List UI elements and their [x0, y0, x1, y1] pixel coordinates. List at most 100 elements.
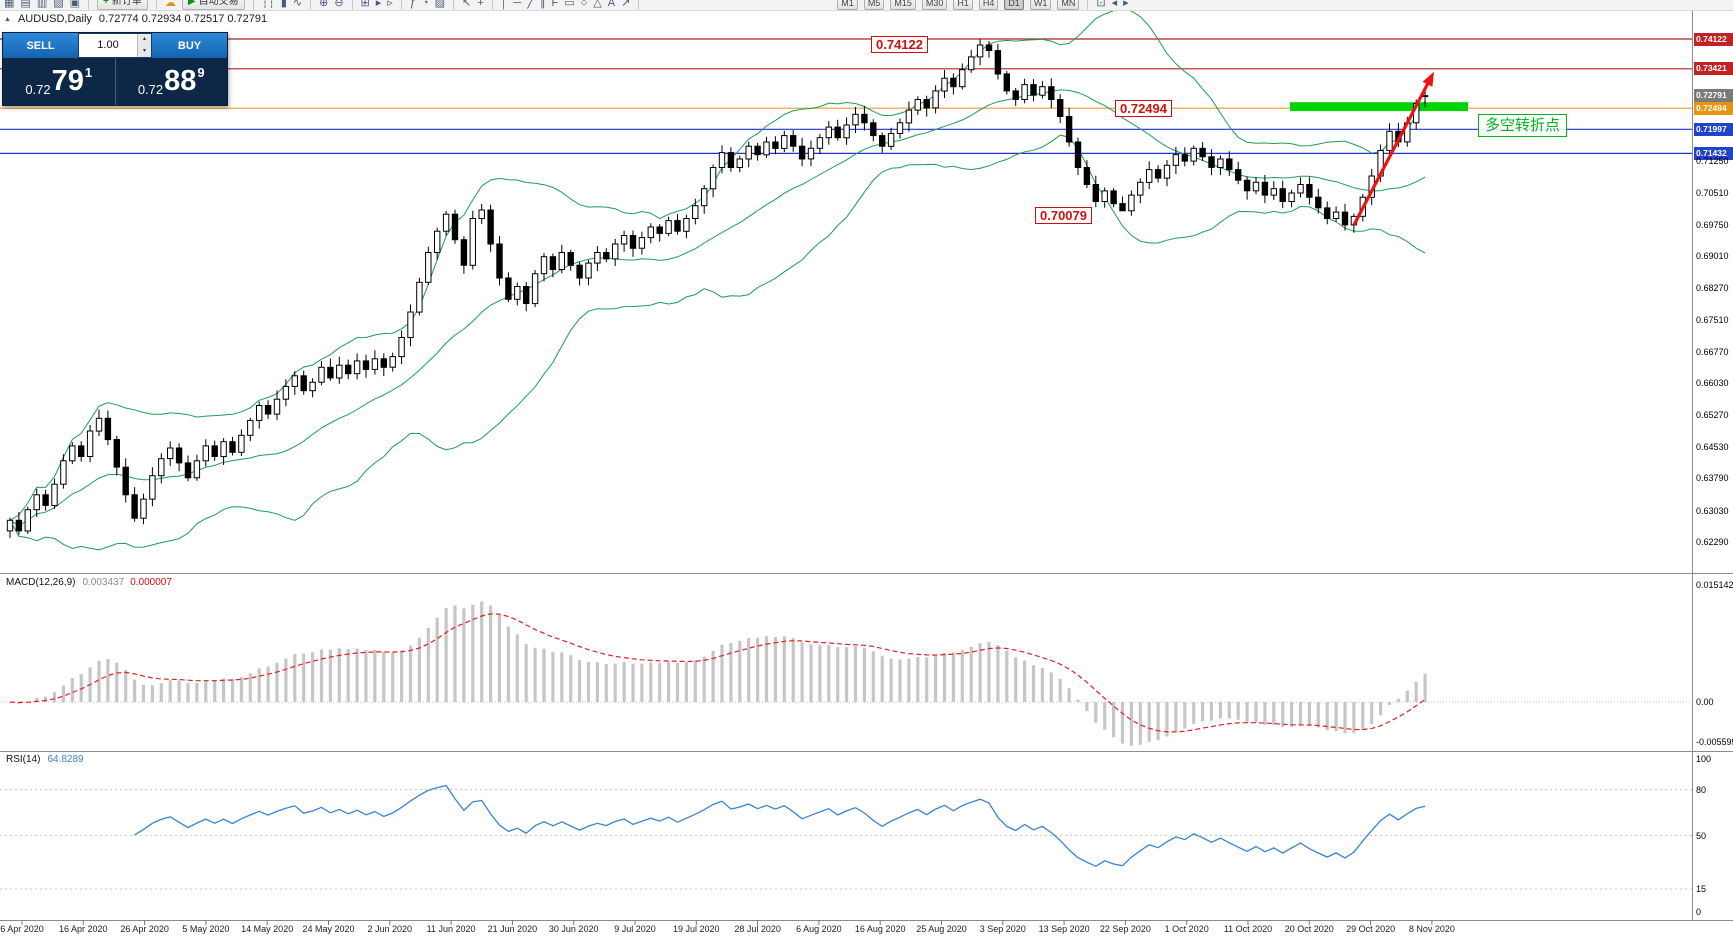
timeframe-m15-button[interactable]: M15: [890, 0, 916, 10]
timeframe-h1-button[interactable]: H1: [953, 0, 973, 10]
price-tag-0.72791: 0.72791: [1694, 89, 1733, 103]
price-axis-label: 0.70510: [1696, 187, 1729, 198]
price-axis-label: 0.65270: [1696, 410, 1729, 421]
market-watch-icon[interactable]: ▥: [36, 0, 48, 9]
spinner-up-icon[interactable]: ▴: [142, 36, 146, 42]
time-axis-label: 16 Apr 2020: [59, 924, 108, 934]
horizontal-line-icon[interactable]: ─: [513, 0, 522, 9]
rsi-label-row: RSI(14) 64.8289: [6, 754, 84, 765]
vertical-line-icon[interactable]: │: [500, 0, 508, 9]
chart-shift-icon[interactable]: ▹: [387, 0, 393, 9]
volume-spinner: ▴ ▾: [137, 34, 151, 57]
trendline-icon[interactable]: ╱: [527, 0, 534, 9]
triangle-icon[interactable]: △: [593, 0, 602, 9]
step-forward-icon[interactable]: ▸: [1123, 0, 1129, 9]
volume-value[interactable]: 1.00: [97, 39, 119, 51]
spinner-down-icon[interactable]: ▾: [142, 47, 146, 54]
toolbar-group-extra: ⊡ ◂ ▸: [1096, 0, 1128, 10]
one-click-panel-toggle-icon[interactable]: ▲: [4, 15, 11, 23]
price-axis-label: 0.71250: [1696, 156, 1729, 167]
high-price-label[interactable]: 0.74122: [871, 36, 928, 53]
price-axis-label: 0.66030: [1696, 378, 1729, 388]
sell-button[interactable]: SELL: [3, 33, 78, 58]
buy-price[interactable]: 0.72 88 9: [137, 65, 205, 97]
toolbar-group-draw: │ ─ ╱ ∥ F ▭ ○ △ A ↗: [501, 0, 631, 10]
timeframe-d1-button[interactable]: D1: [1004, 0, 1024, 10]
buy-button[interactable]: BUY: [152, 33, 227, 58]
step-back-icon[interactable]: ◂: [1111, 0, 1118, 9]
mql5-community-icon[interactable]: ☁: [164, 0, 176, 9]
price-tag-0.72494: 0.72494: [1694, 101, 1733, 115]
toolbar-separator: [400, 0, 402, 10]
toolbar-group-zoom: ⊕ ⊖: [319, 0, 343, 10]
zoom-fit-icon[interactable]: ⊡: [1096, 0, 1106, 9]
new-order-button-label: 新订单: [111, 0, 142, 7]
toolbar-group-order: + 新订单: [97, 0, 148, 10]
profiles-icon[interactable]: ▤: [20, 0, 31, 9]
arrow-tool-icon[interactable]: ↗: [621, 0, 631, 9]
price-axis-label: 0.64530: [1696, 441, 1729, 452]
pivot-note-text[interactable]: 多空转折点: [1478, 114, 1568, 137]
rsi-axis-label: 0: [1696, 907, 1702, 917]
chart-title-row: ▲ AUDUSD,Daily 0.72774 0.72934 0.72517 0…: [4, 13, 267, 25]
chart-ohlc-values: 0.72774 0.72934 0.72517 0.72791: [98, 13, 268, 25]
price-axis-label: 0.63790: [1696, 473, 1729, 484]
time-axis-label: 5 May 2020: [182, 924, 230, 934]
zoom-in-icon[interactable]: ⊕: [319, 0, 329, 9]
new-chart-icon[interactable]: ▦: [4, 0, 15, 9]
rsi-label: RSI(14): [6, 754, 41, 765]
timeframe-mn-button[interactable]: MN: [1057, 0, 1080, 10]
time-axis-label: 24 May 2020: [302, 924, 355, 934]
timeframe-m30-button[interactable]: M30: [921, 0, 948, 10]
toolbar-separator: [88, 0, 90, 10]
volume-field[interactable]: 1.00 ▴ ▾: [78, 33, 152, 58]
line-chart-icon[interactable]: ∿: [292, 0, 303, 9]
sell-price[interactable]: 0.72 79 1: [3, 58, 116, 105]
zoom-out-icon[interactable]: ⊖: [334, 0, 344, 9]
timeframe-m1-button[interactable]: M1: [837, 0, 858, 10]
templates-icon[interactable]: ▨: [434, 0, 446, 9]
cursor-icon[interactable]: ↖: [462, 0, 472, 9]
trade-panel-prices: 0.72 79 1 0.72 88 9: [3, 58, 227, 105]
timeframe-m5-button[interactable]: M5: [863, 0, 885, 10]
rsi-axis-label: 100: [1696, 754, 1712, 764]
time-axis-label: 30 Jun 2020: [548, 924, 599, 934]
navigator-icon[interactable]: ▧: [53, 0, 64, 9]
timeframe-w1-button[interactable]: W1: [1029, 0, 1052, 10]
channel-icon[interactable]: ∥: [539, 0, 546, 9]
auto-scroll-icon[interactable]: ▸: [375, 0, 382, 9]
new-order-button[interactable]: + 新订单: [97, 0, 148, 10]
price-axis-label: 0.62290: [1696, 536, 1729, 547]
support-zone: [1290, 102, 1468, 112]
time-axis-label: 14 May 2020: [241, 924, 294, 934]
low-price-label[interactable]: 0.70079: [1035, 207, 1092, 224]
toolbar-row: ▦ ▤ ▥ ▧ ▣ + 新订单 ☁ ▶ 自动交易 ┆┆ ▮ ∿ ⊕ ⊖ ⊞ ▸ ▹ ƒ ◔ ▨ ↖ + │ ─ ╱ ∥ F ▭ ○ △ A ↗ M…: [0, 0, 1133, 10]
periods-icon[interactable]: ◔: [421, 0, 429, 9]
macd-label-row: MACD(12,26,9) 0.003437 0.000007: [6, 577, 172, 588]
time-axis-label: 29 Oct 2020: [1346, 924, 1396, 934]
timeframe-h4-button[interactable]: H4: [978, 0, 999, 10]
toolbar-group-timeframes: M1 M5 M15 M30 H1 H4 D1 W1 MN: [837, 0, 1080, 10]
bars-chart-icon[interactable]: ┆┆: [261, 0, 275, 9]
tile-windows-icon[interactable]: ⊞: [360, 0, 370, 9]
time-axis-label: 20 Oct 2020: [1284, 924, 1334, 934]
chart-symbol-title: AUDUSD,Daily: [17, 13, 92, 25]
pivot-price-label[interactable]: 0.72494: [1115, 100, 1172, 117]
autotrade-button[interactable]: ▶ 自动交易: [181, 0, 245, 10]
rectangle-icon[interactable]: ▭: [564, 0, 575, 9]
candles-chart-icon[interactable]: ▮: [280, 0, 287, 9]
ellipse-icon[interactable]: ○: [580, 0, 588, 9]
bollinger-bands: [9, 9, 1426, 551]
crosshair-icon[interactable]: +: [477, 0, 484, 9]
toolbar-group-cursor: ↖ +: [462, 0, 484, 10]
toolbar-group-tools: ƒ ◔ ▨: [410, 0, 445, 10]
text-icon[interactable]: A: [607, 0, 616, 9]
fibonacci-icon[interactable]: F: [551, 0, 559, 9]
terminal-icon[interactable]: ▣: [69, 0, 81, 9]
toolbar-separator: [351, 0, 353, 10]
indicators-icon[interactable]: ƒ: [409, 0, 416, 9]
time-axis-label: 6 Apr 2020: [0, 924, 44, 934]
time-axis-label: 16 Aug 2020: [854, 924, 906, 934]
